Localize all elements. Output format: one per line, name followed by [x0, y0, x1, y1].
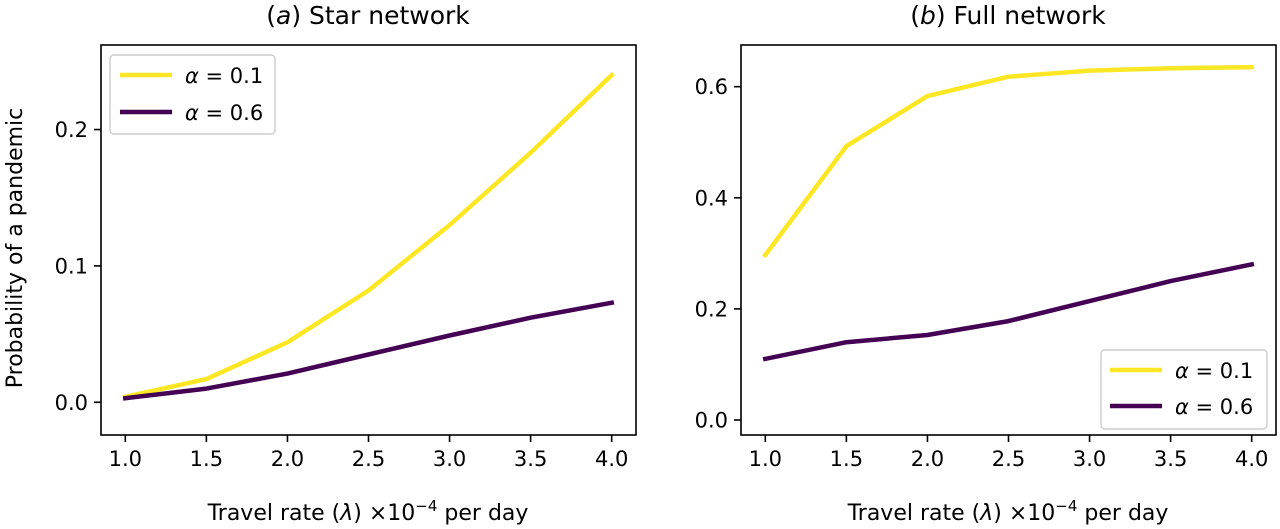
panel-a-y-tick-label: 0.1 [55, 254, 88, 278]
panel-a-x-tick-label: 4.0 [595, 447, 628, 471]
panel-a-plot-area: 1.0 1.5 2.0 2.5 3.0 3.5 4.0 0.0 0.1 0.2 [55, 71, 628, 471]
panel-a-x-axis-label: Travel rate (λ) ×10−4 per day [207, 497, 529, 526]
panel-a-y-tick-label: 0.0 [55, 391, 88, 415]
panel-a-x-tick-label: 1.5 [190, 447, 223, 471]
panel-b-series-line-alpha-0-6 [762, 261, 1255, 362]
panel-a-legend-label-alpha-0-1: α = 0.1 [185, 64, 263, 88]
panel-b-y-tick-label: 0.6 [695, 75, 728, 99]
panel-b-x-tick-label: 3.5 [1154, 447, 1187, 471]
panel-a-letter: a [276, 1, 291, 30]
panel-b-letter: b [920, 1, 936, 30]
panel-a-x-tick-label: 2.0 [271, 447, 304, 471]
panel-b-full-network: (b) Full network 1.0 1.5 2.0 2.5 3.0 3.5 4.0 0.… [695, 1, 1277, 526]
panel-a-title-text: Star network [309, 1, 470, 30]
panel-b-x-tick-label: 4.0 [1235, 447, 1268, 471]
panel-a-legend-label-alpha-0-6: α = 0.6 [185, 101, 263, 125]
panel-b-plot-area: 1.0 1.5 2.0 2.5 3.0 3.5 4.0 0.0 0.2 0.4 0.6 [695, 64, 1268, 471]
panel-a-series-line-alpha-0-6 [122, 300, 615, 401]
panel-b-series-line-alpha-0-1 [762, 64, 1254, 259]
panel-b-x-tick-label: 2.5 [992, 447, 1025, 471]
panel-b-x-tick-label: 3.0 [1073, 447, 1106, 471]
panel-b-y-tick-label: 0.4 [695, 186, 728, 210]
panel-a-x-tick-label: 1.0 [109, 447, 142, 471]
panel-a-star-network: (a) Star network 1.0 1.5 2.0 2.5 3.0 3.5 4.0 0.… [55, 1, 637, 526]
panel-b-legend-label-alpha-0-1: α = 0.1 [1175, 359, 1253, 383]
panel-b-title: (b) Full network [910, 1, 1106, 30]
panel-a-series-line-alpha-0-1 [122, 71, 615, 400]
panel-b-x-tick-label: 1.5 [830, 447, 863, 471]
panel-a-title: (a) Star network [266, 1, 470, 30]
panel-b-title-text: Full network [954, 1, 1107, 30]
panel-b-legend: α = 0.1 α = 0.6 [1100, 349, 1268, 430]
panel-b-x-axis-label: Travel rate (λ) ×10−4 per day [847, 497, 1169, 526]
panel-a-x-tick-label: 2.5 [352, 447, 385, 471]
panel-b-y-tick-label: 0.2 [695, 297, 728, 321]
panel-a-x-tick-label: 3.0 [433, 447, 466, 471]
panel-b-x-tick-label: 1.0 [749, 447, 782, 471]
panel-b-x-tick-label: 2.0 [911, 447, 944, 471]
panel-a-x-tick-label: 3.5 [514, 447, 547, 471]
y-axis-label: Probability of a pandemic [3, 108, 28, 389]
panel-b-legend-label-alpha-0-6: α = 0.6 [1175, 395, 1253, 419]
panel-a-legend: α = 0.1 α = 0.6 [109, 54, 276, 135]
panel-a-y-tick-label: 0.2 [55, 118, 88, 142]
panel-b-y-tick-label: 0.0 [695, 409, 728, 433]
